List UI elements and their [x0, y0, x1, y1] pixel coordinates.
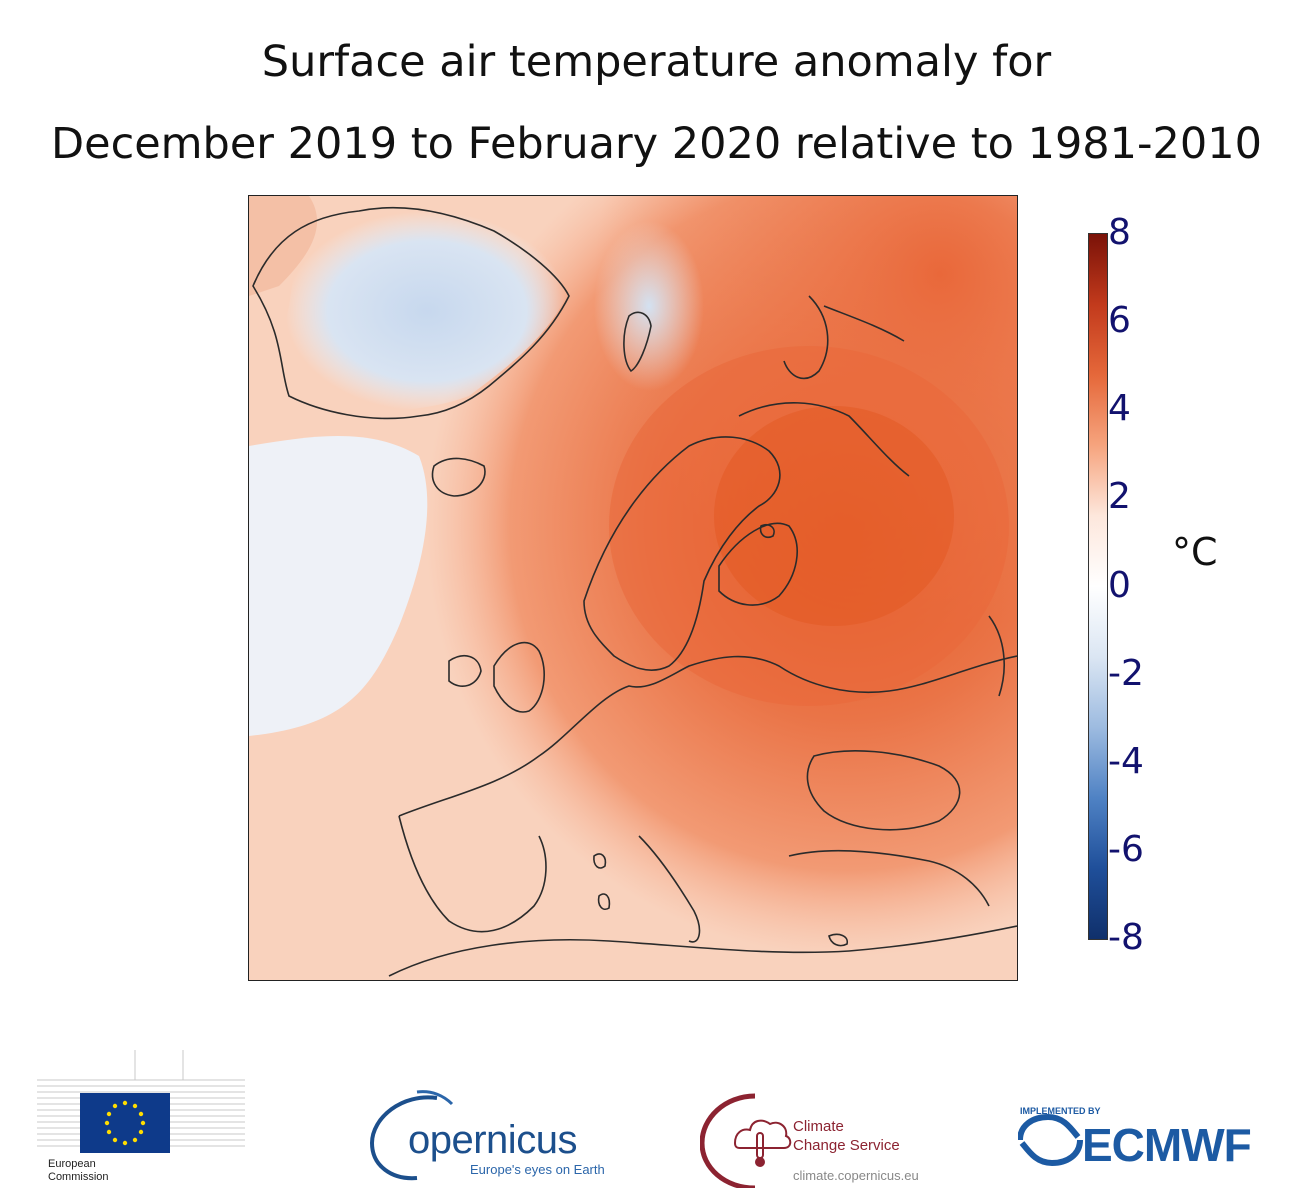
c3s-title-line-1: Climate	[793, 1118, 844, 1135]
colorbar-tick-label: 8	[1108, 212, 1131, 253]
colorbar-tick-label: 4	[1108, 388, 1131, 430]
chart-title-line-2: December 2019 to February 2020 relative …	[51, 119, 1262, 169]
colorbar-tick-label: -2	[1108, 652, 1144, 694]
european-commission-logo	[37, 1050, 245, 1153]
colorbar-tick-label: 6	[1108, 300, 1131, 342]
ec-caption-line-2: Commission	[48, 1171, 109, 1183]
warm-anomaly-scandinavia	[609, 346, 1009, 706]
ec-caption-line-1: European	[48, 1158, 96, 1170]
copernicus-wordmark: opernicus	[408, 1118, 577, 1162]
map-graphic	[249, 196, 1017, 980]
copernicus-c-icon	[369, 1090, 454, 1181]
ecmwf-wordmark: ECMWF	[1082, 1119, 1252, 1171]
chart-title-line-1: Surface air temperature anomaly for	[261, 37, 1052, 87]
copernicus-tagline: Europe's eyes on Earth	[470, 1162, 605, 1177]
eu-stars-icon	[104, 1100, 146, 1146]
ecmwf-waves-icon	[1018, 1113, 1083, 1167]
warm-anomaly-northwest	[249, 196, 318, 296]
colorbar-unit-label: °C	[1172, 530, 1218, 574]
c3s-title-line-2: Change Service	[793, 1137, 900, 1154]
cool-anomaly-svalbard	[594, 221, 704, 391]
thermometer-cloud-icon	[700, 1093, 792, 1188]
colorbar-tick-label: 2	[1108, 476, 1131, 518]
colorbar-tick-label: 0	[1108, 564, 1131, 606]
colorbar	[1088, 233, 1108, 940]
ecmwf-implemented-by: IMPLEMENTED BY	[1020, 1106, 1101, 1116]
cool-anomaly-greenland	[285, 211, 569, 412]
c3s-url: climate.copernicus.eu	[793, 1168, 919, 1183]
anomaly-map	[248, 195, 1018, 981]
colorbar-tick-label: -6	[1108, 828, 1144, 870]
warm-anomaly-core	[714, 406, 954, 626]
colorbar-tick-label: -4	[1108, 740, 1144, 782]
coastlines	[252, 206, 1017, 977]
cool-anomaly-atlantic	[249, 436, 428, 736]
colorbar-tick-label: -8	[1108, 917, 1144, 958]
